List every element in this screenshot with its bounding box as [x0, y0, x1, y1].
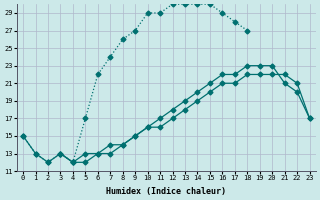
X-axis label: Humidex (Indice chaleur): Humidex (Indice chaleur) [106, 187, 226, 196]
